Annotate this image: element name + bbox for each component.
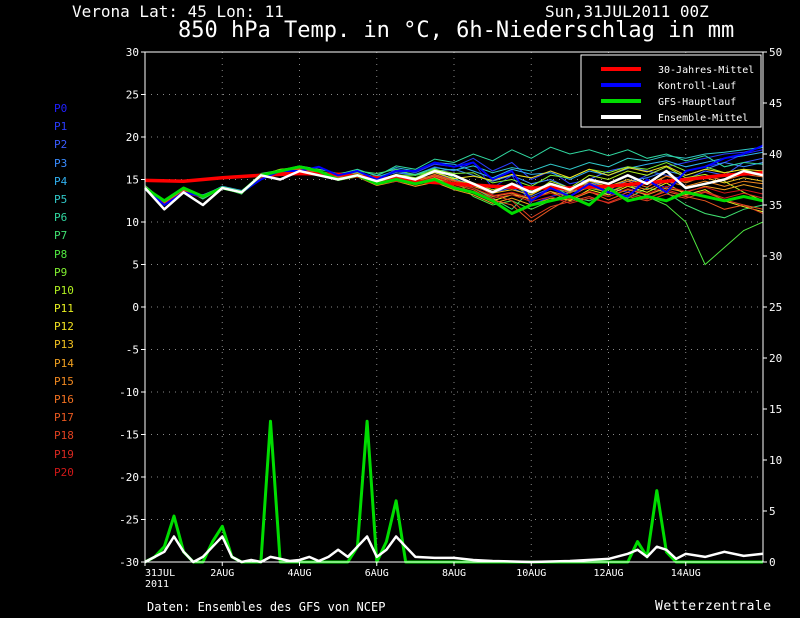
x-tick-label: 8AUG: [442, 568, 466, 579]
x-tick-label: 6AUG: [365, 568, 389, 579]
member-label-p10: P10: [54, 283, 74, 297]
y-right-tick-label: 25: [769, 301, 782, 314]
y-right-tick-label: 15: [769, 403, 782, 416]
member-label-p11: P11: [54, 302, 74, 316]
y-left-tick-label: -25: [119, 514, 139, 527]
y-right-tick-label: 30: [769, 250, 782, 263]
x-year-label: 2011: [145, 579, 169, 590]
main-lines: [144, 144, 764, 215]
legend-label: GFS-Hauptlauf: [658, 97, 736, 108]
member-label-p3: P3: [54, 156, 68, 170]
y-right-tick-label: 50: [769, 46, 782, 59]
y-left-tick-label: 5: [132, 259, 139, 272]
plot-frame: [144, 51, 764, 563]
site-credit: Wetterzentrale: [655, 599, 772, 614]
x-tick-label: 2AUG: [210, 568, 234, 579]
y-left-tick-label: -20: [119, 471, 139, 484]
precip-ensemble-mittel: [144, 535, 764, 564]
member-label-p14: P14: [54, 356, 74, 370]
axes: 302520151050-5-10-15-20-25-3050454035302…: [119, 46, 782, 590]
y-left-tick-label: -15: [119, 429, 139, 442]
series-30-jahres-mittel: [144, 170, 764, 190]
y-left-tick-label: 0: [132, 301, 139, 314]
data-source-credit: Daten: Ensembles des GFS von NCEP: [147, 600, 386, 614]
y-left-tick-label: -10: [119, 386, 139, 399]
y-right-tick-label: 20: [769, 352, 782, 365]
member-label-p0: P0: [54, 102, 68, 115]
x-tick-label: 31JUL: [145, 568, 175, 579]
y-left-tick-label: 10: [126, 216, 139, 229]
member-lines: [144, 146, 764, 266]
run-timestamp: Sun,31JUL2011 00Z: [545, 2, 709, 21]
x-tick-label: 14AUG: [671, 568, 701, 579]
member-label-p9: P9: [54, 265, 68, 279]
y-right-tick-label: 45: [769, 97, 782, 110]
legend: 30-Jahres-Mittel Kontroll-Lauf GFS-Hauptla…: [580, 54, 762, 128]
y-right-tick-label: 35: [769, 199, 782, 212]
member-label-p2: P2: [54, 138, 68, 152]
y-left-tick-label: -5: [126, 344, 139, 357]
y-left-tick-label: 20: [126, 131, 139, 144]
legend-label: 30-Jahres-Mittel: [658, 65, 754, 76]
member-label-p13: P13: [54, 338, 74, 352]
y-left-tick-label: 25: [126, 89, 139, 102]
x-tick-label: 12AUG: [593, 568, 623, 579]
series-ensemble-mittel: [144, 169, 764, 211]
member-label-p5: P5: [54, 192, 68, 206]
precipitation-lines: [144, 419, 764, 564]
member-label-p4: P4: [54, 174, 68, 188]
legend-label: Ensemble-Mittel: [658, 113, 748, 124]
member-label-p6: P6: [54, 211, 68, 225]
y-left-tick-label: 30: [126, 46, 139, 59]
member-label-p16: P16: [54, 393, 74, 406]
legend-label: Kontroll-Lauf: [658, 81, 736, 92]
precip-gfs-hauptlauf: [144, 419, 763, 564]
grid: [145, 52, 763, 562]
member-list: P0 P1 P2 P3 P4 P5 P6 P7 P8 P9 P10 P11 P12 P13 P14 P15 P1…: [54, 100, 74, 482]
x-tick-label: 10AUG: [516, 568, 546, 579]
location-label: Verona Lat: 45 Lon: 11: [72, 2, 284, 21]
y-right-tick-label: 10: [769, 454, 782, 467]
y-left-tick-label: 15: [126, 174, 139, 187]
y-right-tick-label: 0: [769, 556, 776, 569]
member-label-p20: P20: [54, 465, 74, 479]
member-label-p1: P1: [54, 120, 68, 134]
member-label-p8: P8: [54, 247, 68, 261]
chart-title: 850 hPa Temp. in °C, 6h-Niederschlag in …: [178, 18, 735, 43]
member-label-p19: P19: [54, 447, 74, 461]
member-label-p12: P12: [54, 320, 74, 334]
member-label-p7: P7: [54, 229, 68, 243]
member-label-p17: P17: [54, 411, 74, 425]
y-right-tick-label: 5: [769, 505, 776, 518]
member-label-p15: P15: [54, 374, 74, 388]
x-tick-label: 4AUG: [287, 568, 311, 579]
y-left-tick-label: -30: [119, 556, 139, 569]
y-right-tick-label: 40: [769, 148, 782, 161]
member-label-p18: P18: [54, 429, 74, 443]
